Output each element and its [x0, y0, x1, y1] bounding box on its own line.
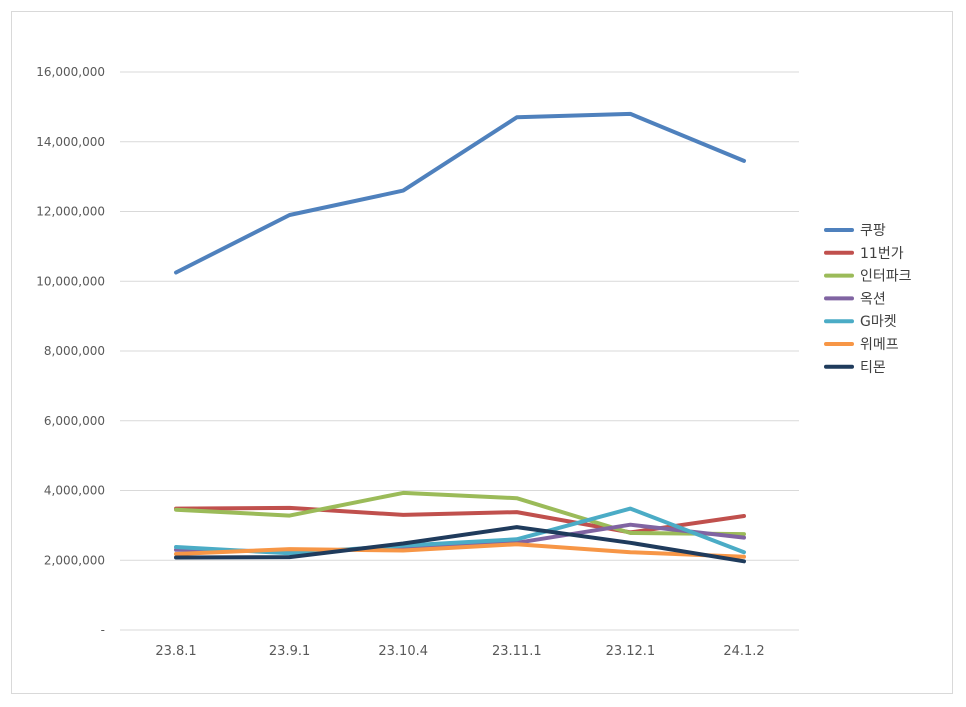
legend-label: 위메프 — [860, 337, 899, 353]
series-line — [174, 506, 746, 556]
x-tick-label: 23.10.4 — [378, 644, 428, 659]
y-tick-label: - — [101, 623, 105, 637]
series-line — [174, 525, 746, 564]
series-line — [174, 490, 746, 537]
legend-label: 쿠팡 — [860, 223, 886, 239]
y-tick-label: 10,000,000 — [36, 274, 105, 288]
y-tick-label: 8,000,000 — [44, 344, 105, 358]
series-line — [174, 111, 746, 275]
x-tick-label: 23.12.1 — [606, 644, 656, 659]
x-tick-label: 24.1.2 — [723, 644, 764, 659]
y-tick-label: 16,000,000 — [36, 65, 105, 79]
x-tick-label: 23.8.1 — [155, 644, 196, 659]
y-tick-label: 6,000,000 — [44, 414, 105, 428]
series-line — [174, 505, 746, 535]
legend-label: 인터파크 — [860, 269, 912, 285]
y-tick-label: 14,000,000 — [36, 135, 105, 149]
y-tick-label: 4,000,000 — [44, 484, 105, 498]
legend-label: 티몬 — [860, 360, 886, 376]
y-tick-label: 2,000,000 — [44, 553, 105, 567]
y-tick-label: 12,000,000 — [36, 205, 105, 219]
legend-label: 옥션 — [860, 291, 886, 307]
y-axis-ticks: - 2,000,000 4,000,000 6,000,000 8,000,000 10,… — [36, 65, 105, 637]
chart-frame — [11, 11, 953, 694]
x-axis-ticks: 23.8.1 23.9.1 23.10.4 23.11.1 23.12.1 24.1.2 — [155, 644, 764, 659]
x-tick-label: 23.9.1 — [269, 644, 310, 659]
legend-label: 11번가 — [860, 246, 904, 262]
series-line — [174, 542, 746, 559]
x-tick-label: 23.11.1 — [492, 644, 542, 659]
gridlines — [120, 71, 799, 631]
legend-label: G마켓 — [860, 314, 897, 330]
series-lines — [174, 111, 746, 564]
